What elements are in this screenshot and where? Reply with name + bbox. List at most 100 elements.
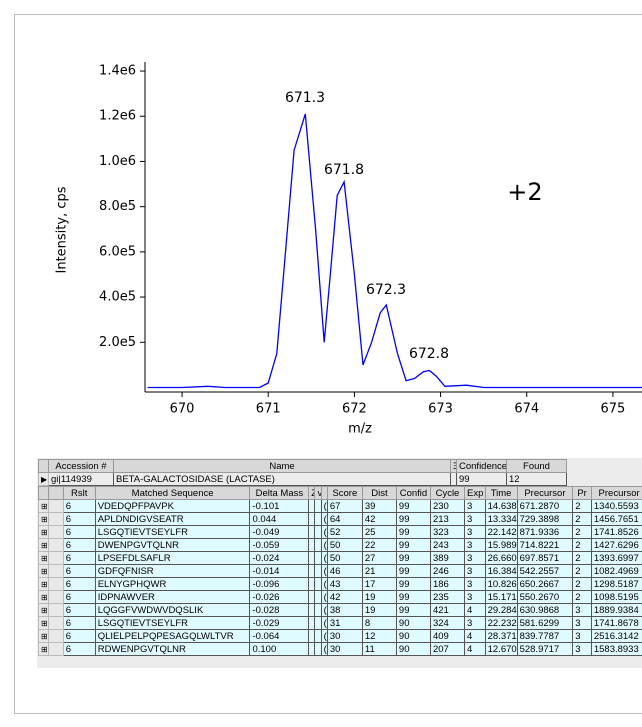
cell: 3 <box>463 525 486 539</box>
cell: 99 <box>456 472 507 486</box>
cell: 64 <box>326 512 363 526</box>
cell: 6 <box>62 564 96 578</box>
cell: ( <box>320 551 328 565</box>
row-selector: ▶ <box>38 472 49 486</box>
cell: ( <box>320 499 328 513</box>
corner <box>38 459 49 473</box>
cell: 22.232 <box>484 616 518 630</box>
column-header: Z <box>308 486 316 500</box>
cell: 99 <box>395 564 431 578</box>
cell: 99 <box>395 603 431 617</box>
cell: 186 <box>429 577 465 591</box>
header-row: Accession #NameΞConfidenceFound <box>38 459 567 473</box>
peptide-row: ⊞ 6 APLDNDIGVSEATR 0.044 (64 42 99 213 3 13.334 72… <box>37 512 642 526</box>
cell: IDPNAWVER <box>94 590 251 604</box>
cell: 3 <box>463 577 486 591</box>
column-header: Score <box>326 486 363 500</box>
cell: 2 <box>572 590 592 604</box>
expand-button[interactable]: ⊞ <box>37 603 50 617</box>
cell: 6 <box>62 642 96 656</box>
cell: 42 <box>361 512 397 526</box>
cell: 19 <box>361 590 397 604</box>
cell: BETA-GALACTOSIDASE (LACTASE) <box>113 472 451 486</box>
cell: LQGGFVWDWVDQSLIK <box>94 603 251 617</box>
peptide-row: ⊞ 6 VDEDQPFPAVPK -0.101 (67 39 99 230 3 14.638 671… <box>37 499 642 513</box>
expand-button[interactable]: ⊞ <box>37 538 50 552</box>
cell: 6 <box>62 512 96 526</box>
cell: -0.029 <box>249 616 310 630</box>
spacer <box>48 499 64 513</box>
cell: 3 <box>463 512 486 526</box>
cell: 630.9868 <box>516 603 574 617</box>
cell: GDFQFNISR <box>94 564 251 578</box>
expand-button[interactable]: ⊞ <box>37 564 50 578</box>
cell: 389 <box>429 551 465 565</box>
peptide-row: ⊞ 6 LSGQTIEVTSEYLFR -0.029(31 8 90 324 3 22.232 5… <box>37 616 642 630</box>
y-tick-label: 8.0e5 <box>99 199 136 214</box>
cell: RDWENPGVTQLNR <box>94 642 251 656</box>
cell: 207 <box>429 642 465 656</box>
expand-button[interactable]: ⊞ <box>37 590 50 604</box>
cell: 581.6299 <box>516 616 574 630</box>
cell: 550.2670 <box>516 590 574 604</box>
spacer <box>48 525 64 539</box>
cell: ( <box>320 642 328 656</box>
expand-button[interactable]: ⊞ <box>37 499 50 513</box>
cell: ( <box>320 525 328 539</box>
column-header: Rslt <box>62 486 96 500</box>
cell: -0.014 <box>249 564 310 578</box>
cell: 1082.4969 <box>590 564 642 578</box>
y-tick-label: 1.2e6 <box>99 109 136 124</box>
peptide-row: ⊞ 6 LPSEFDLSAFLR -0.024 (50 27 99 389 3 26.660 697… <box>37 551 642 565</box>
cell: 3 <box>572 616 592 630</box>
cell: 0.044 <box>249 512 310 526</box>
cell: 90 <box>395 642 431 656</box>
cell: ( <box>320 603 328 617</box>
cell: 6 <box>62 616 96 630</box>
cell: 99 <box>395 499 431 513</box>
cell: -0.049 <box>249 525 310 539</box>
cell: 38 <box>326 603 363 617</box>
cell: 99 <box>395 512 431 526</box>
column-header: Confid <box>395 486 431 500</box>
cell: 30 <box>326 642 363 656</box>
cell: 67 <box>326 499 363 513</box>
peptide-row: ⊞ 6 LQGGFVWDWVDQSLIK -0.028 (38 19 99 421 4 29.28… <box>37 603 642 617</box>
column-header: Accession # <box>48 459 114 473</box>
expand-button[interactable]: ⊞ <box>37 551 50 565</box>
cell: 714.8221 <box>516 538 574 552</box>
expand-button[interactable]: ⊞ <box>37 642 50 656</box>
expand-button[interactable]: ⊞ <box>37 616 50 630</box>
protein-table: Accession #NameΞConfidenceFound▶gi|11493… <box>38 459 567 486</box>
cell: 99 <box>395 590 431 604</box>
expand-button[interactable]: ⊞ <box>37 512 50 526</box>
cell: 6 <box>62 538 96 552</box>
cell: 6 <box>62 603 96 617</box>
cell: 99 <box>395 551 431 565</box>
cell: 8 <box>361 616 397 630</box>
cell: 2 <box>572 551 592 565</box>
column-header: Confidence <box>456 459 507 473</box>
expand-button[interactable]: ⊞ <box>37 577 50 591</box>
cell: 29.284 <box>484 603 518 617</box>
peak-annotation: 672.8 <box>409 346 449 362</box>
spacer <box>48 642 64 656</box>
cell: 99 <box>395 577 431 591</box>
expand-button[interactable]: ⊞ <box>37 525 50 539</box>
cell: 2 <box>572 577 592 591</box>
cell: DWENPGVTQLNR <box>94 538 251 552</box>
cell: 697.8571 <box>516 551 574 565</box>
cell: 22 <box>361 538 397 552</box>
peptide-row: ⊞ 6 ELNYGPHQWR -0.096 (43 17 99 186 3 10.826 650.2… <box>37 577 642 591</box>
cell: 39 <box>361 499 397 513</box>
peptide-row: ⊞ 6 QLIELPELPQPESAGQLWLTVR -0.064 (30 12 90 409… <box>37 629 642 643</box>
expand-button[interactable]: ⊞ <box>37 629 50 643</box>
cell: 90 <box>395 616 431 630</box>
cell: 324 <box>429 616 465 630</box>
cell: 10.826 <box>484 577 518 591</box>
cell: 17 <box>361 577 397 591</box>
cell: gi|114939 <box>48 472 114 486</box>
spectrum-chart: Intensity, cps m/z 2.0e5 4.0e5 6.0e5 8.0e5 1… <box>55 62 642 437</box>
